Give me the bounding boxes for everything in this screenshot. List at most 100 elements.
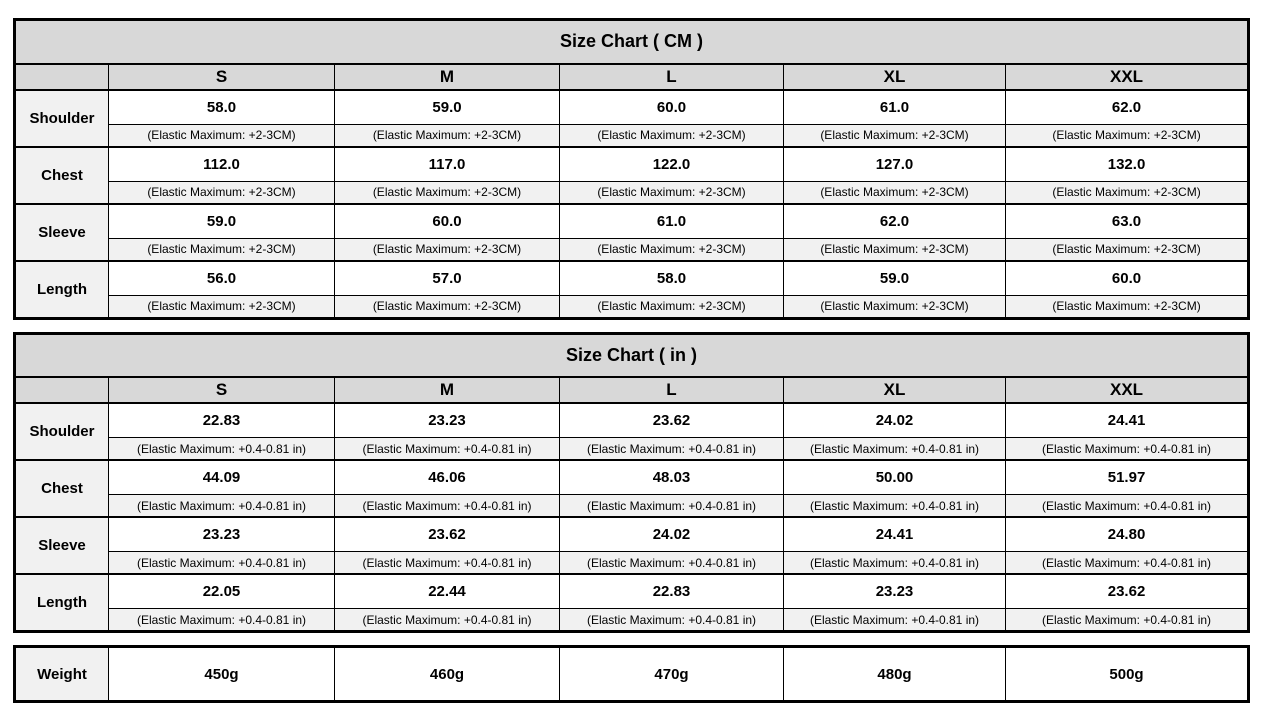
data-cell: 62.0 (Elastic Maximum: +2-3CM) (1004, 88, 1250, 147)
row-label-sleeve: Sleeve (14, 516, 109, 575)
elastic-note: (Elastic Maximum: +0.4-0.81 in) (1006, 552, 1248, 573)
elastic-note: (Elastic Maximum: +0.4-0.81 in) (109, 438, 334, 459)
table-row: Sleeve 23.23 (Elastic Maximum: +0.4-0.81 i… (14, 516, 1250, 575)
table-row: Weight 450g 460g 470g 480g 500g (14, 645, 1249, 702)
elastic-note: (Elastic Maximum: +0.4-0.81 in) (560, 609, 783, 630)
elastic-note: (Elastic Maximum: +0.4-0.81 in) (109, 495, 334, 516)
size-value: 23.23 (335, 405, 559, 438)
elastic-note: (Elastic Maximum: +2-3CM) (784, 124, 1005, 146)
row-label-chest: Chest (14, 145, 109, 204)
data-cell: 61.0 (Elastic Maximum: +2-3CM) (559, 202, 784, 261)
size-value: 61.0 (560, 205, 783, 239)
weight-value: 450g (109, 648, 334, 700)
data-cell: 62.0 (Elastic Maximum: +2-3CM) (783, 202, 1006, 261)
data-cell: 23.23 (Elastic Maximum: +0.4-0.81 in) (108, 516, 335, 575)
size-value: 23.23 (784, 575, 1005, 609)
elastic-note: (Elastic Maximum: +0.4-0.81 in) (109, 552, 334, 573)
column-header-s: S (108, 63, 335, 91)
data-cell: 60.0 (Elastic Maximum: +2-3CM) (559, 88, 784, 147)
weight-value: 470g (560, 648, 783, 700)
data-cell: 117.0 (Elastic Maximum: +2-3CM) (334, 145, 560, 204)
data-cell: 23.62 (Elastic Maximum: +0.4-0.81 in) (1004, 573, 1250, 632)
size-value: 23.62 (335, 519, 559, 552)
data-cell: 470g (559, 645, 784, 702)
elastic-note: (Elastic Maximum: +0.4-0.81 in) (1006, 609, 1248, 630)
size-value: 59.0 (784, 262, 1005, 296)
size-value: 44.09 (109, 462, 334, 495)
corner-cell (14, 63, 109, 91)
size-value: 59.0 (109, 205, 334, 239)
elastic-note: (Elastic Maximum: +0.4-0.81 in) (784, 609, 1005, 630)
data-cell: 24.41 (Elastic Maximum: +0.4-0.81 in) (783, 516, 1006, 575)
data-cell: 122.0 (Elastic Maximum: +2-3CM) (559, 145, 784, 204)
data-cell: 450g (108, 645, 335, 702)
data-cell: 24.80 (Elastic Maximum: +0.4-0.81 in) (1004, 516, 1250, 575)
row-label-length: Length (14, 259, 109, 319)
table-row: Chest 44.09 (Elastic Maximum: +0.4-0.81 in… (14, 459, 1250, 518)
elastic-note: (Elastic Maximum: +0.4-0.81 in) (784, 552, 1005, 573)
table-row: Length 56.0 (Elastic Maximum: +2-3CM) 57.0(… (14, 259, 1250, 319)
data-cell: 460g (334, 645, 560, 702)
size-value: 56.0 (109, 262, 334, 296)
size-value: 22.83 (560, 575, 783, 609)
size-value: 117.0 (335, 148, 559, 182)
elastic-note: (Elastic Maximum: +0.4-0.81 in) (335, 438, 559, 459)
elastic-note: (Elastic Maximum: +0.4-0.81 in) (1006, 495, 1248, 516)
table-row: Length 22.05 (Elastic Maximum: +0.4-0.81 i… (14, 573, 1250, 632)
weight-value: 500g (1006, 648, 1247, 700)
elastic-note: (Elastic Maximum: +2-3CM) (560, 124, 783, 146)
elastic-note: (Elastic Maximum: +2-3CM) (109, 238, 334, 260)
size-value: 62.0 (1006, 91, 1248, 125)
data-cell: 56.0 (Elastic Maximum: +2-3CM) (108, 259, 335, 319)
size-value: 23.62 (1006, 575, 1248, 609)
data-cell: 24.02 (Elastic Maximum: +0.4-0.81 in) (559, 516, 784, 575)
size-chart-table-in: Size Chart ( in ) S M L XL XXL Shoulder 22.83 (E… (13, 331, 1251, 633)
size-value: 51.97 (1006, 462, 1248, 495)
elastic-note: (Elastic Maximum: +2-3CM) (784, 181, 1005, 203)
data-cell: 23.23 (Elastic Maximum: +0.4-0.81 in) (334, 402, 560, 461)
table-row: Shoulder 58.0 (Elastic Maximum: +2-3CM) 59.… (14, 88, 1250, 147)
data-cell: 24.41 (Elastic Maximum: +0.4-0.81 in) (1004, 402, 1250, 461)
elastic-note: (Elastic Maximum: +2-3CM) (109, 295, 334, 317)
data-cell: 60.0 (Elastic Maximum: +2-3CM) (1004, 259, 1250, 319)
elastic-note: (Elastic Maximum: +0.4-0.81 in) (1006, 438, 1248, 459)
size-value: 23.62 (560, 405, 783, 438)
data-cell: 480g (783, 645, 1006, 702)
table-title: Size Chart ( in ) (13, 332, 1250, 378)
size-value: 24.02 (560, 519, 783, 552)
data-cell: 59.0 (Elastic Maximum: +2-3CM) (783, 259, 1006, 319)
data-cell: 50.00 (Elastic Maximum: +0.4-0.81 in) (783, 459, 1006, 518)
size-value: 122.0 (560, 148, 783, 182)
table-title-row: Size Chart ( CM ) (13, 19, 1250, 65)
data-cell: 22.83 (Elastic Maximum: +0.4-0.81 in) (108, 402, 335, 461)
column-header-xxl: XXL (1004, 376, 1250, 404)
size-value: 57.0 (335, 262, 559, 296)
data-cell: 23.62 (Elastic Maximum: +0.4-0.81 in) (334, 516, 560, 575)
row-label-shoulder: Shoulder (14, 402, 109, 461)
data-cell: 57.0 (Elastic Maximum: +2-3CM) (334, 259, 560, 319)
column-header-row: S M L XL XXL (14, 376, 1250, 404)
column-header-xl: XL (783, 63, 1006, 91)
data-cell: 63.0 (Elastic Maximum: +2-3CM) (1004, 202, 1250, 261)
table-row: Chest 112.0 (Elastic Maximum: +2-3CM) 117.0… (14, 145, 1250, 204)
corner-cell (14, 376, 109, 404)
data-cell: 22.83 (Elastic Maximum: +0.4-0.81 in) (559, 573, 784, 632)
size-value: 23.23 (109, 519, 334, 552)
data-cell: 58.0 (Elastic Maximum: +2-3CM) (108, 88, 335, 147)
data-cell: 59.0 (Elastic Maximum: +2-3CM) (108, 202, 335, 261)
elastic-note: (Elastic Maximum: +0.4-0.81 in) (109, 609, 334, 630)
size-value: 62.0 (784, 205, 1005, 239)
size-value: 60.0 (1006, 262, 1248, 296)
weight-value: 480g (784, 648, 1005, 700)
elastic-note: (Elastic Maximum: +2-3CM) (560, 181, 783, 203)
size-value: 60.0 (560, 91, 783, 125)
elastic-note: (Elastic Maximum: +0.4-0.81 in) (335, 495, 559, 516)
data-cell: 58.0 (Elastic Maximum: +2-3CM) (559, 259, 784, 319)
size-value: 50.00 (784, 462, 1005, 495)
data-cell: 23.23 (Elastic Maximum: +0.4-0.81 in) (783, 573, 1006, 632)
size-value: 24.80 (1006, 519, 1248, 552)
size-value: 58.0 (560, 262, 783, 296)
column-header-l: L (559, 376, 784, 404)
data-cell: 48.03 (Elastic Maximum: +0.4-0.81 in) (559, 459, 784, 518)
